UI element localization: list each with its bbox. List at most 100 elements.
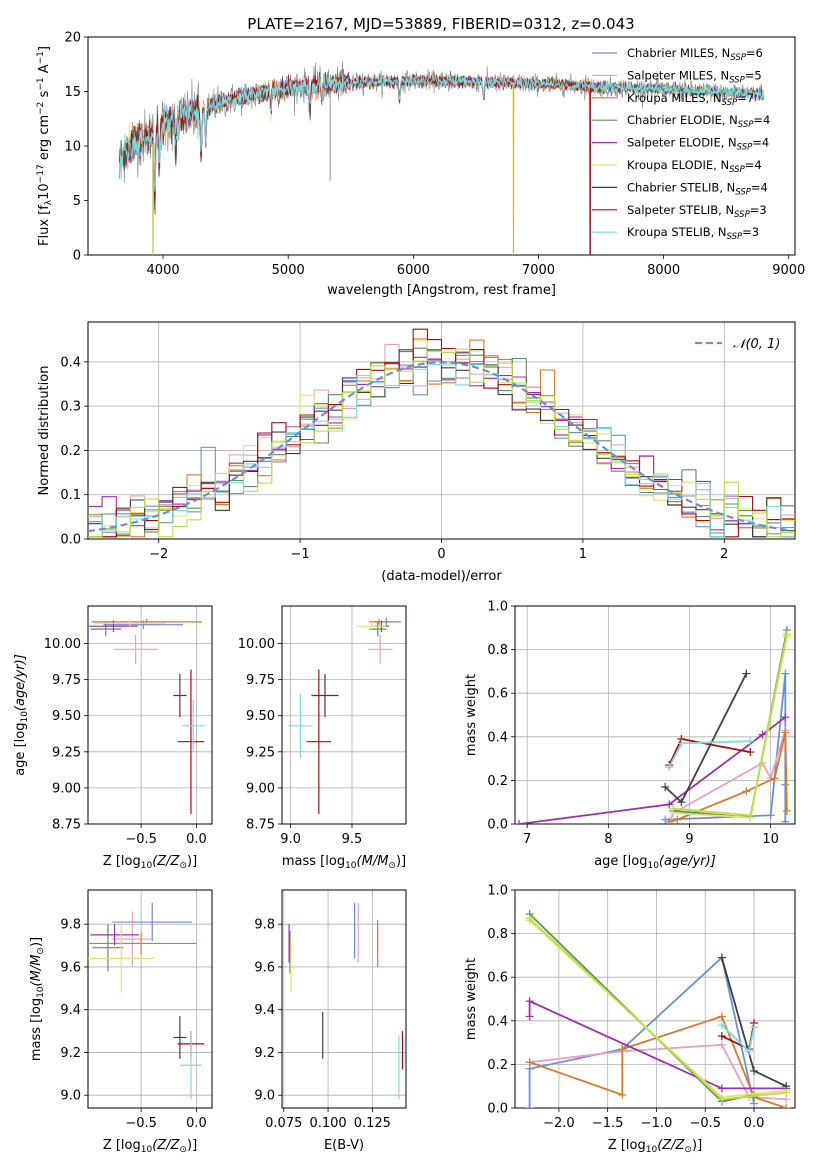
x-axis-label: wavelength [Angstrom, rest frame] <box>327 283 556 298</box>
x-tick-label: 0.125 <box>354 1116 391 1131</box>
x-axis-label: (data-model)/error <box>381 569 502 584</box>
y-tick-label: 9.2 <box>60 1046 81 1061</box>
y-tick-label: 8.75 <box>52 818 81 833</box>
x-tick-label: 1 <box>579 547 587 562</box>
legend-entry: Salpeter MILES, NSSP=5 <box>627 68 762 85</box>
mass_weight_vs_Z-axes: −2.0 −1.5 −1.0 −0.5 0.0 0.0 0.2 0.4 0.6 0.8 1.0 Z [… <box>464 884 796 1155</box>
y-axis-label: mass weight <box>464 958 479 1040</box>
y-tick-label: 1.0 <box>487 600 508 615</box>
y-axis-label: mass [log10(M/M⊙)] <box>29 937 46 1061</box>
legend-entry: Kroupa ELODIE, NSSP=4 <box>627 158 762 175</box>
y-tick-label: 1.0 <box>487 884 508 899</box>
y-tick-label: 0.2 <box>487 774 508 789</box>
y-tick-label: 0.0 <box>60 533 81 548</box>
y-tick-label: 0.3 <box>60 400 81 415</box>
y-tick-label: 15 <box>64 85 81 100</box>
y-axis-label: mass weight <box>464 674 479 756</box>
x-tick-label: −1 <box>291 547 310 562</box>
legend-entry: Kroupa MILES, NSSP=7 <box>627 91 754 108</box>
x-tick-label: 8 <box>604 832 612 847</box>
y-tick-label: 0.6 <box>487 971 508 986</box>
x-tick-label: 9 <box>685 832 693 847</box>
y-axis-label: age [log10(age/yr)] <box>13 654 30 776</box>
y-tick-label: 10.00 <box>44 637 81 652</box>
x-tick-label: −1.5 <box>592 1116 624 1131</box>
legend-entry: 𝒩(0, 1) <box>733 337 780 352</box>
histogram-step <box>88 352 795 538</box>
x-axis-label: Z [log10(Z/Z⊙)] <box>608 1138 702 1155</box>
y-tick-label: 0.4 <box>60 355 81 370</box>
y-tick-label: 9.00 <box>246 781 275 796</box>
x-tick-label: 0 <box>437 547 445 562</box>
axes-frame <box>87 36 796 256</box>
y-tick-label: 0.8 <box>487 927 508 942</box>
y-tick-label: 9.4 <box>254 1003 275 1018</box>
spectrum-legend: Chabrier MILES, NSSP=6 Salpeter MILES, NS… <box>592 46 770 242</box>
y-tick-label: 0.2 <box>487 1058 508 1073</box>
axes-frame <box>514 889 796 1109</box>
y-axis-label: Flux [fλ10−17 erg cm−2 s−1 A−1] <box>36 46 54 246</box>
y-tick-label: 9.50 <box>52 709 81 724</box>
y-tick-label: 20 <box>64 31 81 46</box>
x-tick-label: 0.0 <box>186 1116 207 1131</box>
x-tick-label: 9.5 <box>342 832 363 847</box>
x-tick-label: 8000 <box>647 263 680 278</box>
residuals-axes: −2 −1 0 1 2 0.0 0.1 0.2 0.3 0.4 𝒩(0, 1) (data-model… <box>37 321 796 584</box>
x-tick-label: −0.5 <box>125 832 157 847</box>
normal-curve <box>88 361 793 533</box>
weight-series-line <box>528 999 787 1090</box>
histogram-group <box>88 328 795 538</box>
x-tick-label: 5000 <box>272 263 305 278</box>
x-tick-label: 10 <box>762 832 779 847</box>
errorbar-group <box>288 902 404 1100</box>
x-tick-label: −0.5 <box>125 1116 157 1131</box>
y-tick-label: 0.4 <box>487 1014 508 1029</box>
legend-entry: Chabrier MILES, NSSP=6 <box>627 46 763 63</box>
y-tick-label: 0.1 <box>60 488 81 503</box>
x-tick-label: 2 <box>720 547 728 562</box>
x-tick-label: −0.5 <box>689 1116 721 1131</box>
mass_weight_vs_age-axes: 7 8 9 10 0.0 0.2 0.4 0.6 0.8 1.0 age [log10(age/yr… <box>464 600 796 871</box>
legend-entry: Salpeter STELIB, NSSP=3 <box>627 203 767 220</box>
spectrum-model-line <box>118 72 591 255</box>
histogram-step <box>88 348 795 538</box>
y-tick-label: 9.75 <box>246 673 275 688</box>
legend-entry: Chabrier STELIB, NSSP=4 <box>627 180 768 197</box>
age_vs_mass-axes: 9.0 9.5 8.75 9.00 9.25 9.50 9.75 10.00 mass [log… <box>238 605 407 871</box>
y-tick-label: 0.0 <box>487 818 508 833</box>
x-axis-label: E(B-V) <box>324 1138 364 1153</box>
legend-entry: Salpeter ELODIE, NSSP=4 <box>627 136 769 153</box>
x-axis-label: mass [log10(M/M⊙)] <box>282 854 406 871</box>
y-tick-label: 9.75 <box>52 673 81 688</box>
y-tick-label: 9.0 <box>60 1089 81 1104</box>
weight-series-line <box>529 1015 787 1108</box>
legend-entry: Chabrier ELODIE, NSSP=4 <box>627 113 770 130</box>
y-tick-label: 9.2 <box>254 1046 275 1061</box>
x-tick-label: −2.0 <box>543 1116 575 1131</box>
y-tick-label: 8.75 <box>246 818 275 833</box>
histogram-step <box>88 364 795 538</box>
y-tick-label: 9.0 <box>254 1089 275 1104</box>
y-tick-label: 10 <box>64 140 81 155</box>
y-tick-label: 9.50 <box>246 709 275 724</box>
y-tick-label: 0.4 <box>487 730 508 745</box>
y-tick-label: 0.2 <box>60 444 81 459</box>
mass_vs_EBV-axes: 0.075 0.100 0.125 9.0 9.2 9.4 9.6 9.8 E(B-V) <box>254 889 407 1153</box>
y-tick-label: 9.6 <box>254 960 275 975</box>
weight-series-line <box>528 955 755 1108</box>
histogram-step <box>88 349 795 538</box>
y-tick-label: 9.8 <box>60 918 81 933</box>
y-tick-label: 5 <box>73 194 81 209</box>
axes-frame <box>87 889 213 1109</box>
axes-frame <box>281 889 407 1109</box>
legend-entry: Kroupa STELIB, NSSP=3 <box>627 225 759 242</box>
y-tick-label: 9.6 <box>60 960 81 975</box>
x-axis-label: age [log10(age/yr)] <box>594 854 716 871</box>
spectrum-model-line <box>118 73 591 255</box>
x-tick-label: −1.0 <box>641 1116 673 1131</box>
figure-title: PLATE=2167, MJD=53889, FIBERID=0312, z=0… <box>247 15 634 33</box>
errorbar-group <box>88 902 205 1100</box>
weight-series-line <box>518 716 786 824</box>
axes-frame <box>514 605 796 825</box>
